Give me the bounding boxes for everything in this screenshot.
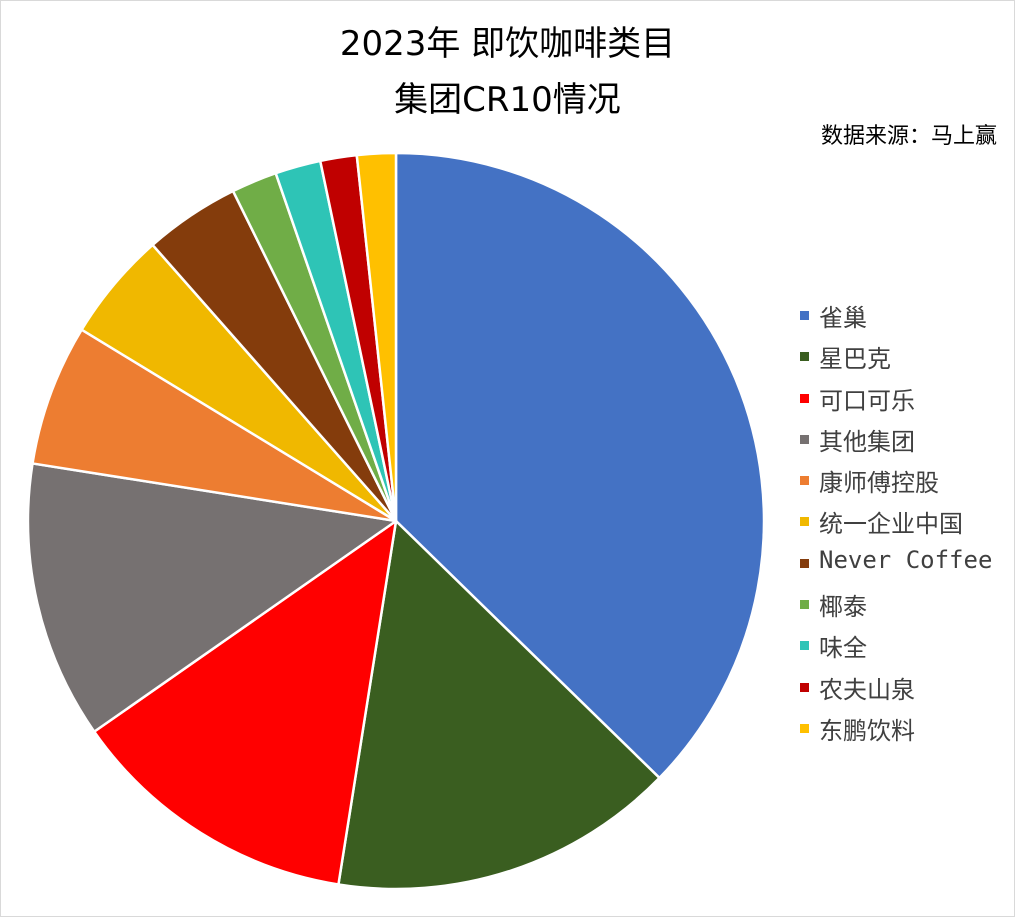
pie-slice-1 xyxy=(337,519,661,891)
legend-label: 可口可乐 xyxy=(819,386,915,415)
legend-swatch xyxy=(800,476,809,486)
chart-title-line-1: 2023年 即饮咖啡类目 xyxy=(339,24,676,64)
legend-swatch xyxy=(800,558,809,568)
legend-label: 统一企业中国 xyxy=(819,510,963,539)
legend-swatch xyxy=(800,517,809,527)
legend-swatch xyxy=(800,311,809,320)
legend-label: 椰泰 xyxy=(819,593,867,622)
legend-label: 康师傅控股 xyxy=(819,469,939,498)
legend-label: 星巴克 xyxy=(819,345,891,374)
legend-swatch xyxy=(800,600,809,610)
legend-swatch xyxy=(800,682,809,692)
legend-swatch xyxy=(800,641,809,651)
pie-slice-10 xyxy=(355,151,398,523)
legend-label: 雀巢 xyxy=(819,304,867,332)
data-source-note: 数据来源：马上赢 xyxy=(820,124,997,149)
legend-swatch xyxy=(800,393,809,403)
legend-label: Never Coffee xyxy=(819,545,993,574)
legend-swatch xyxy=(800,352,809,362)
chart-title-line-2: 集团CR10情况 xyxy=(394,80,621,120)
pie-slice-4 xyxy=(31,328,398,523)
pie-slice-2 xyxy=(93,519,398,886)
legend-swatch xyxy=(800,434,809,444)
pie-slice-0 xyxy=(394,151,766,780)
legend-label: 其他集团 xyxy=(819,427,915,456)
pie-slice-3 xyxy=(26,462,398,733)
legend-swatch xyxy=(800,723,809,733)
legend-label: 味全 xyxy=(819,634,867,663)
legend-label: 农夫山泉 xyxy=(819,675,915,704)
legend-label: 东鹏饮料 xyxy=(819,716,915,745)
